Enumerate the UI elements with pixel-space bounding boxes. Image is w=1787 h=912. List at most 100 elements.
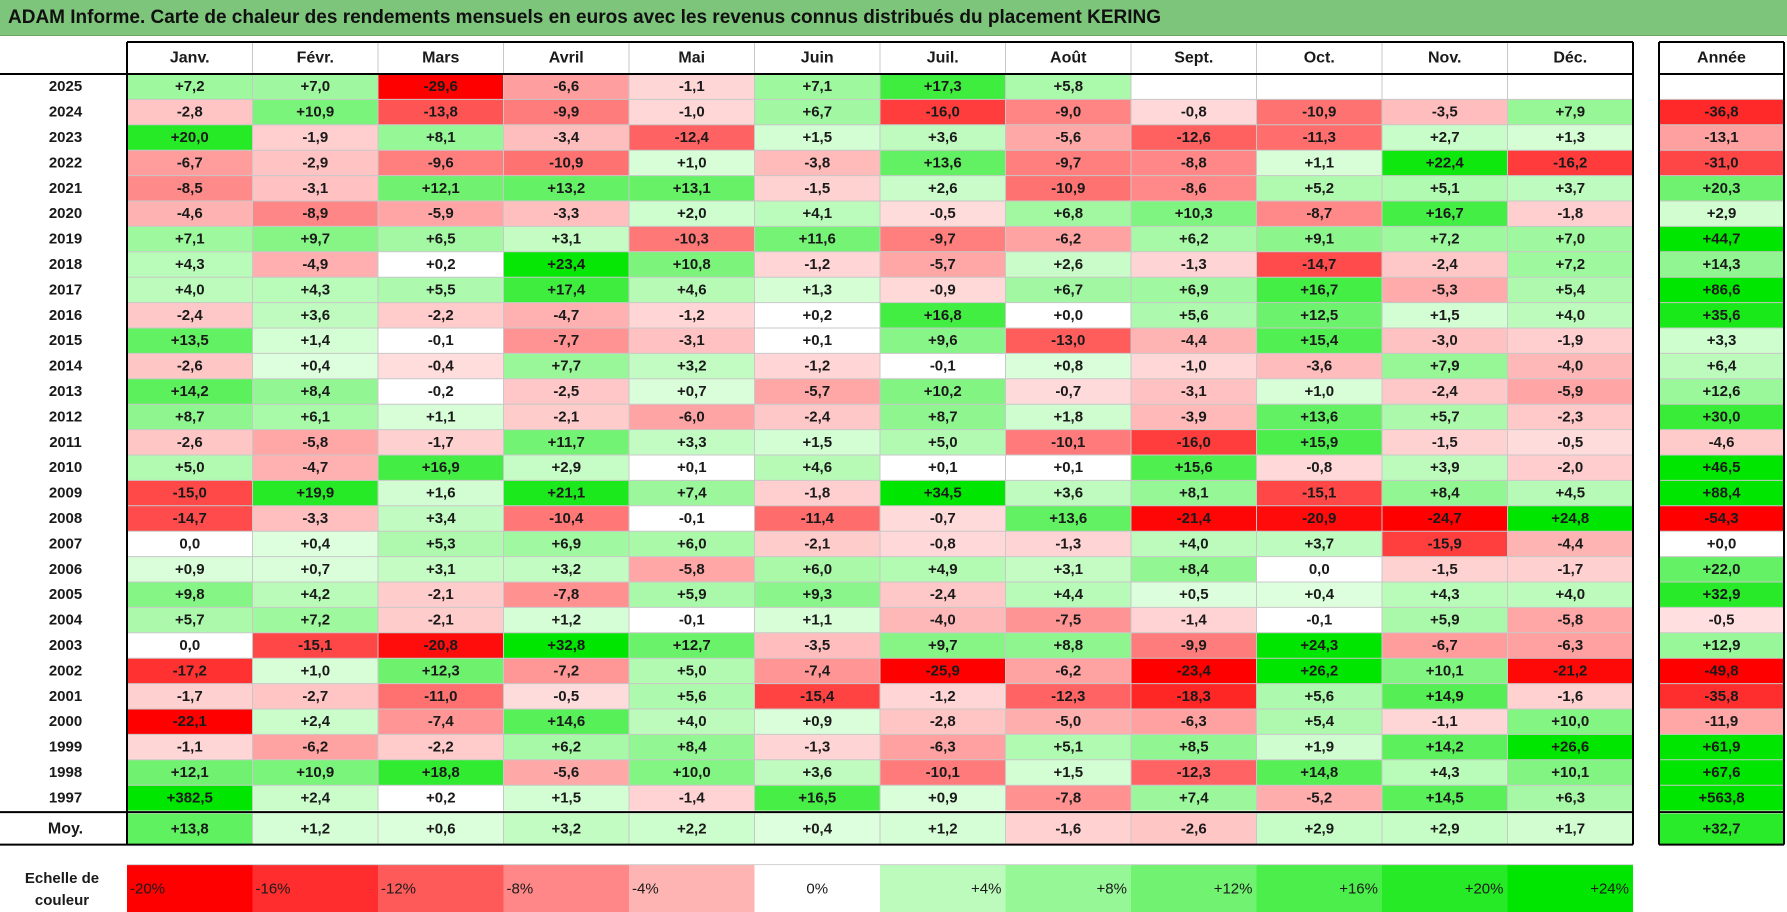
heatmap-cell xyxy=(629,429,755,455)
heatmap-cell xyxy=(1382,734,1508,760)
heatmap-cell-value: -1,5 xyxy=(1432,561,1458,578)
annual-cell-value: -13,1 xyxy=(1704,129,1738,146)
heatmap-cell-value: -4,6 xyxy=(177,205,203,222)
heatmap-cell-value: +11,7 xyxy=(548,434,585,451)
annual-cell xyxy=(1659,505,1784,532)
heatmap-cell-value: +16,5 xyxy=(798,789,836,806)
annual-cell-value: +14,3 xyxy=(1703,256,1741,273)
heatmap-cell xyxy=(1382,226,1508,252)
heatmap-cell-value: +7,9 xyxy=(1430,358,1460,375)
heatmap-cell xyxy=(1256,429,1382,455)
heatmap-cell xyxy=(880,175,1006,201)
row-label-2016: 2016 xyxy=(49,307,82,324)
heatmap-cell xyxy=(1507,328,1633,354)
heatmap-cell xyxy=(1131,378,1257,405)
heatmap-cell xyxy=(127,378,253,405)
annual-cell-value: +20,3 xyxy=(1703,180,1741,197)
heatmap-cell xyxy=(880,455,1006,481)
heatmap-cell-value: +7,4 xyxy=(677,485,707,502)
heatmap-cell-value: +18,8 xyxy=(422,764,460,781)
heatmap-cell-value: -6,2 xyxy=(1055,662,1081,679)
column-header-7: Juil. xyxy=(927,50,959,67)
heatmap-cell xyxy=(503,607,629,633)
heatmap-cell xyxy=(1382,607,1508,633)
heatmap-cell xyxy=(127,455,253,481)
heatmap-cell xyxy=(880,226,1006,252)
heatmap-cell-value: -0,7 xyxy=(1055,383,1081,400)
heatmap-cell-value: +13,6 xyxy=(924,154,962,171)
heatmap-cell xyxy=(1507,302,1633,328)
heatmap-cell xyxy=(1256,582,1382,608)
heatmap-cell-value: +14,6 xyxy=(547,713,585,730)
heatmap-cell-value: +4,3 xyxy=(1430,764,1460,781)
heatmap-cell xyxy=(1256,734,1382,760)
scale-label-line2: couleur xyxy=(35,892,89,909)
heatmap-cell xyxy=(629,531,755,557)
heatmap-cell xyxy=(880,531,1006,557)
heatmap-cell-value: -13,0 xyxy=(1051,332,1085,349)
annual-cell-value: +563,8 xyxy=(1698,789,1744,806)
heatmap-cell-value: +14,2 xyxy=(1426,739,1464,756)
heatmap-cell-value: +11,6 xyxy=(799,231,836,248)
heatmap-cell-value: -7,5 xyxy=(1055,612,1081,629)
annual-cell-value: -35,8 xyxy=(1704,688,1738,705)
row-label-2005: 2005 xyxy=(49,586,82,603)
heatmap-cell xyxy=(880,683,1006,709)
heatmap-cell-value: +13,6 xyxy=(1300,408,1338,425)
heatmap-cell-value: -11,3 xyxy=(1303,129,1336,146)
heatmap-cell-value: +0,2 xyxy=(426,256,456,273)
heatmap-cell xyxy=(1256,658,1382,684)
heatmap-cell-value: +7,2 xyxy=(300,612,330,629)
average-cell xyxy=(252,813,378,845)
heatmap-cell xyxy=(127,201,253,227)
heatmap-cell-value: -5,0 xyxy=(1055,713,1081,730)
annual-cell xyxy=(1659,378,1784,405)
heatmap-cell xyxy=(754,302,880,328)
heatmap-cell-value: -20,9 xyxy=(1302,510,1336,527)
column-header-9: Sept. xyxy=(1174,50,1213,67)
heatmap-cell-value: -3,9 xyxy=(1181,408,1207,425)
heatmap-cell xyxy=(127,404,253,430)
heatmap-cell xyxy=(880,124,1006,151)
annual-cell-value: +67,6 xyxy=(1703,764,1741,781)
heatmap-cell-value: -10,4 xyxy=(549,510,584,527)
heatmap-labels-layer: Janv. Févr. Mars Avril Mai Juin Juil. Août Sept.… xyxy=(25,50,1746,910)
heatmap-cell-value: +3,6 xyxy=(300,307,330,324)
heatmap-cell xyxy=(378,632,504,659)
heatmap-cell-value: +7,0 xyxy=(1555,231,1585,248)
heatmap-cell-value: -1,6 xyxy=(1557,688,1583,705)
heatmap-cell-value: -3,0 xyxy=(1432,332,1458,349)
heatmap-cell-value: +7,1 xyxy=(175,231,205,248)
heatmap-cell xyxy=(1382,658,1508,684)
annual-cell xyxy=(1659,404,1784,430)
heatmap-cell xyxy=(1507,353,1633,379)
heatmap-cell xyxy=(629,759,755,786)
annual-cell-value: +46,5 xyxy=(1703,459,1741,476)
heatmap-cell-value: +6,7 xyxy=(802,104,832,121)
heatmap-cell xyxy=(127,175,253,201)
heatmap-cell-value: -16,0 xyxy=(926,104,960,121)
heatmap-cell xyxy=(1256,353,1382,379)
heatmap-cell xyxy=(1256,302,1382,328)
heatmap-cell-value: -3,4 xyxy=(553,129,580,146)
heatmap-cell-value: -1,0 xyxy=(679,104,705,121)
heatmap-cell xyxy=(1507,429,1633,455)
heatmap-cell-value: +5,2 xyxy=(1304,180,1334,197)
heatmap-cell xyxy=(378,556,504,582)
heatmap-cell xyxy=(378,785,504,811)
heatmap-cell xyxy=(252,455,378,481)
heatmap-cell-value: +10,9 xyxy=(296,104,334,121)
heatmap-cell xyxy=(1005,175,1131,201)
heatmap-cell-value: -2,3 xyxy=(1557,408,1583,425)
heatmap-cell-value: +1,5 xyxy=(1430,307,1460,324)
heatmap-cell xyxy=(1507,785,1633,811)
heatmap-cell xyxy=(252,759,378,786)
heatmap-cell-value: -15,1 xyxy=(1302,485,1336,502)
heatmap-cell-value: +0,4 xyxy=(1304,586,1334,603)
heatmap-cell-value: +5,0 xyxy=(175,459,205,476)
heatmap-cell-value: 0,0 xyxy=(179,535,200,552)
heatmap-cell xyxy=(754,709,880,735)
heatmap-cell xyxy=(503,556,629,582)
heatmap-cell-value: +0,7 xyxy=(677,383,707,400)
heatmap-cell-value: -9,0 xyxy=(1055,104,1081,121)
